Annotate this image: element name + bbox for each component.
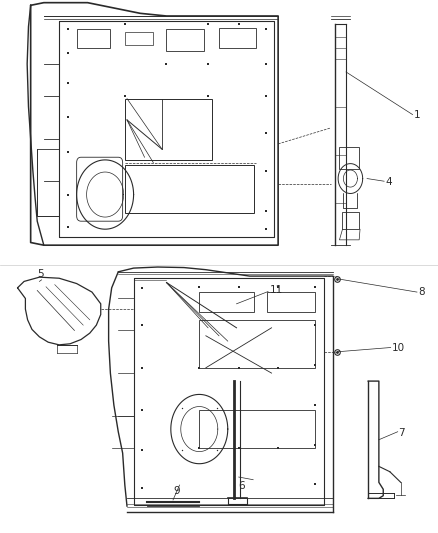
Bar bbox=[219, 28, 256, 48]
Text: 11: 11 bbox=[269, 286, 283, 295]
Bar bbox=[267, 292, 315, 312]
Bar bbox=[166, 29, 204, 51]
Bar bbox=[342, 212, 359, 229]
Text: 6: 6 bbox=[239, 481, 245, 491]
Text: 7: 7 bbox=[399, 428, 405, 438]
Text: 8: 8 bbox=[418, 287, 425, 297]
Text: 10: 10 bbox=[392, 343, 405, 352]
Bar bbox=[199, 320, 315, 368]
Bar bbox=[77, 29, 110, 48]
Bar bbox=[339, 147, 359, 169]
Bar bbox=[125, 165, 254, 213]
Text: 4: 4 bbox=[385, 177, 392, 187]
Text: 9: 9 bbox=[173, 486, 180, 496]
Bar bbox=[199, 410, 315, 448]
Bar bbox=[125, 99, 212, 160]
Text: 5: 5 bbox=[37, 269, 44, 279]
Bar bbox=[199, 292, 254, 312]
Bar bbox=[125, 32, 153, 45]
Text: 1: 1 bbox=[414, 110, 420, 119]
